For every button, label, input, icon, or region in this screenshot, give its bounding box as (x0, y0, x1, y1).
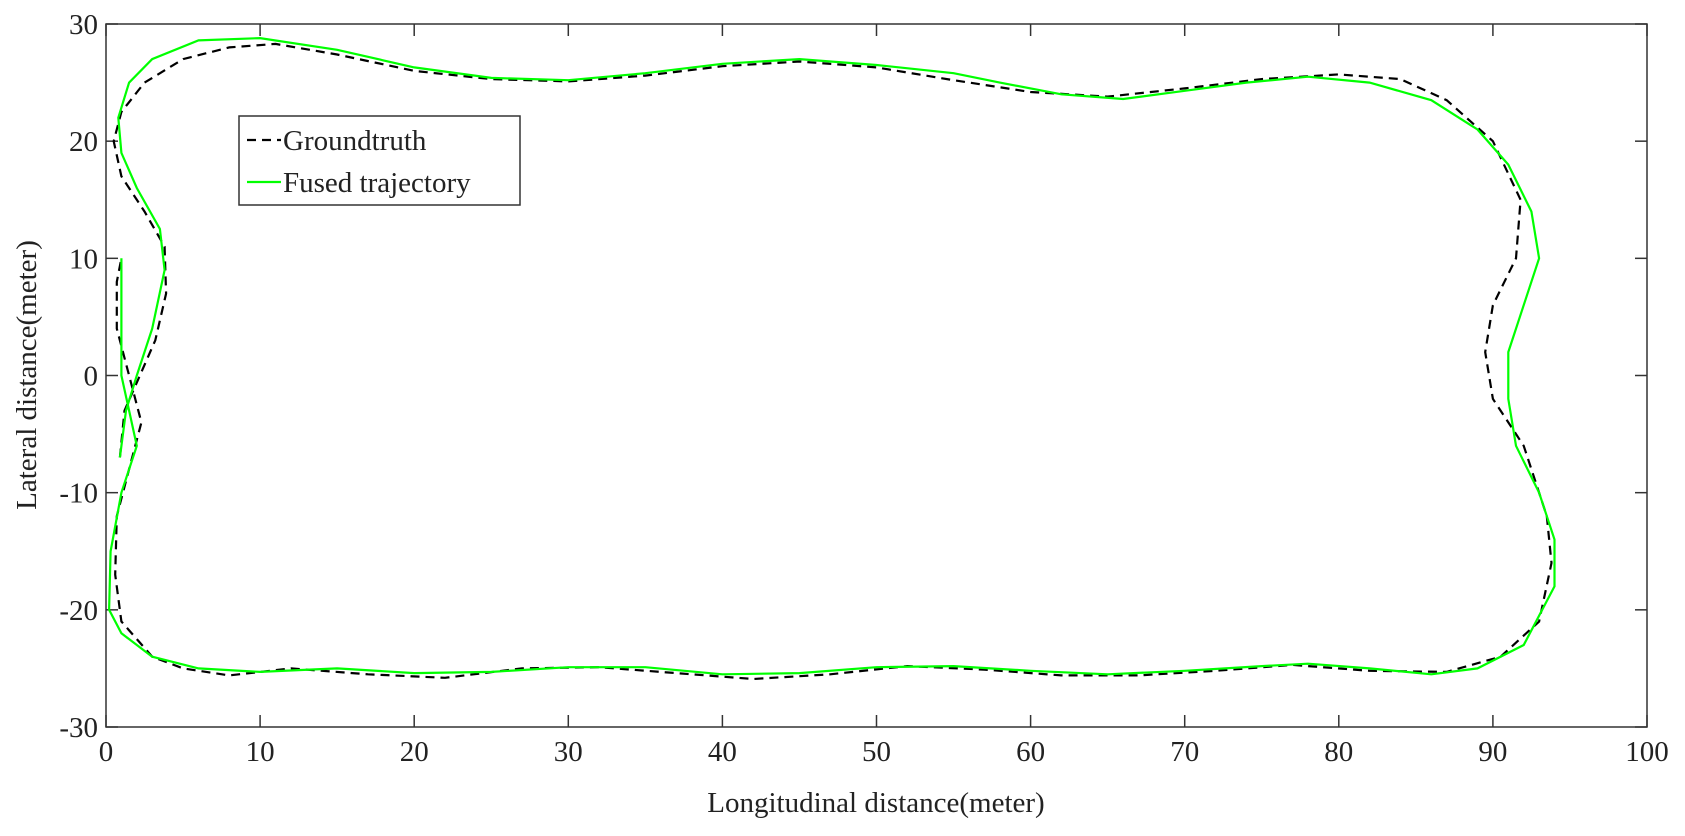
series-line (112, 42, 1553, 681)
series-line (107, 36, 1556, 676)
x-tick-label: 20 (400, 736, 429, 768)
x-tick-label: 70 (1170, 736, 1199, 768)
legend-box (238, 115, 521, 206)
y-tick-label: -10 (59, 478, 98, 510)
x-tick-label: 50 (862, 736, 891, 768)
legend-label: Fused trajectory (283, 167, 471, 199)
y-tick-label: 10 (69, 243, 98, 275)
y-tick-label: -30 (59, 712, 98, 744)
y-axis-label: Lateral distance(meter) (11, 240, 43, 510)
x-tick-label: 80 (1324, 736, 1353, 768)
x-tick-label: 40 (708, 736, 737, 768)
x-tick-label: 30 (554, 736, 583, 768)
x-tick-label: 100 (1625, 736, 1669, 768)
x-tick-label: 60 (1016, 736, 1045, 768)
x-tick-label: 90 (1478, 736, 1507, 768)
x-axis-label: Longitudinal distance(meter) (707, 787, 1044, 819)
y-tick-label: 0 (84, 361, 99, 393)
x-tick-label: 0 (99, 736, 114, 768)
y-tick-label: 30 (69, 9, 98, 41)
x-tick-label: 10 (246, 736, 275, 768)
y-tick-label: 20 (69, 126, 98, 158)
y-tick-label: -20 (59, 595, 98, 627)
legend-label: Groundtruth (283, 125, 427, 157)
